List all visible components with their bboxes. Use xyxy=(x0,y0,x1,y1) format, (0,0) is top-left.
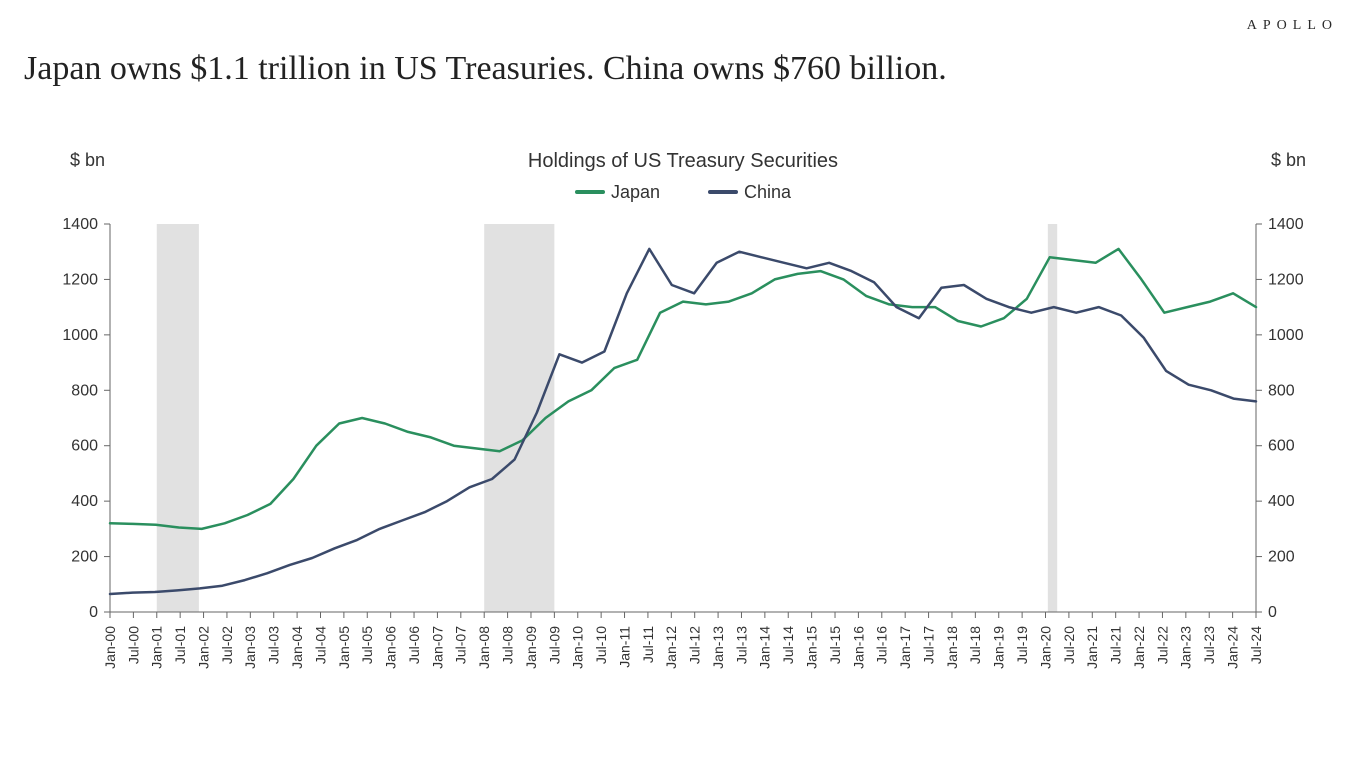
ytick-label-right: 1200 xyxy=(1268,271,1304,288)
page-root: APOLLO Japan owns $1.1 trillion in US Tr… xyxy=(0,0,1366,768)
xtick-label: Jul-18 xyxy=(967,626,983,664)
recession-band xyxy=(157,224,199,612)
plot-wrap: 0020020040040060060080080010001000120012… xyxy=(110,212,1256,632)
xtick-label: Jul-02 xyxy=(219,626,235,664)
xtick-label: Jan-20 xyxy=(1037,626,1053,669)
series-japan xyxy=(110,249,1256,529)
legend-label: Japan xyxy=(611,182,660,203)
xtick-label: Jan-24 xyxy=(1225,626,1241,669)
ytick-label-left: 1400 xyxy=(62,216,98,233)
ytick-label-right: 400 xyxy=(1268,493,1295,510)
brand-label: APOLLO xyxy=(1247,18,1338,34)
xtick-label: Jan-23 xyxy=(1178,626,1194,669)
ytick-label-right: 600 xyxy=(1268,438,1295,455)
xtick-label: Jul-08 xyxy=(499,626,515,664)
legend-item-china: China xyxy=(708,182,791,203)
xtick-label: Jan-08 xyxy=(476,626,492,669)
xtick-label: Jan-11 xyxy=(616,626,632,668)
chart-title: Holdings of US Treasury Securities xyxy=(40,150,1326,173)
plot-svg: 0020020040040060060080080010001000120012… xyxy=(110,212,1256,632)
xtick-label: Jul-07 xyxy=(453,626,469,664)
xtick-label: Jul-09 xyxy=(546,626,562,664)
xtick-label: Jul-14 xyxy=(780,626,796,664)
y-axis-unit-left: $ bn xyxy=(70,150,105,171)
ytick-label-left: 200 xyxy=(71,549,98,566)
xtick-label: Jan-15 xyxy=(804,626,820,669)
ytick-label-left: 800 xyxy=(71,382,98,399)
xtick-label: Jan-18 xyxy=(944,626,960,669)
ytick-label-right: 1000 xyxy=(1268,327,1304,344)
y-axis-unit-right: $ bn xyxy=(1271,150,1306,171)
xtick-label: Jan-07 xyxy=(429,626,445,669)
xtick-label: Jan-00 xyxy=(102,626,118,669)
legend-swatch xyxy=(708,190,738,194)
xtick-label: Jan-02 xyxy=(195,626,211,669)
ytick-label-right: 800 xyxy=(1268,382,1295,399)
xtick-label: Jul-22 xyxy=(1154,626,1170,664)
xtick-label: Jul-11 xyxy=(640,626,656,663)
xtick-label: Jan-04 xyxy=(289,626,305,669)
xtick-label: Jan-05 xyxy=(336,626,352,669)
xtick-label: Jan-03 xyxy=(242,626,258,669)
xtick-label: Jul-01 xyxy=(172,626,188,664)
ytick-label-left: 0 xyxy=(89,604,98,621)
ytick-label-right: 1400 xyxy=(1268,216,1304,233)
xtick-label: Jul-21 xyxy=(1108,626,1124,664)
xtick-label: Jul-17 xyxy=(920,626,936,664)
xtick-label: Jul-03 xyxy=(266,626,282,664)
xtick-label: Jan-22 xyxy=(1131,626,1147,669)
xtick-label: Jul-24 xyxy=(1248,626,1264,664)
ytick-label-left: 1000 xyxy=(62,327,98,344)
xtick-label: Jul-04 xyxy=(312,626,328,664)
xtick-label: Jul-10 xyxy=(593,626,609,664)
recession-band xyxy=(1048,224,1057,612)
ytick-label-left: 1200 xyxy=(62,271,98,288)
xtick-label: Jul-05 xyxy=(359,626,375,664)
ytick-label-right: 200 xyxy=(1268,549,1295,566)
ytick-label-left: 400 xyxy=(71,493,98,510)
xtick-label: Jul-00 xyxy=(125,626,141,664)
xtick-label: Jan-10 xyxy=(570,626,586,669)
chart-area: Holdings of US Treasury Securities Japan… xyxy=(40,150,1326,730)
xtick-label: Jan-06 xyxy=(383,626,399,669)
xtick-label: Jul-20 xyxy=(1061,626,1077,664)
xtick-label: Jul-15 xyxy=(827,626,843,664)
legend-swatch xyxy=(575,190,605,194)
xtick-label: Jan-14 xyxy=(757,626,773,669)
xtick-label: Jan-09 xyxy=(523,626,539,669)
ytick-label-right: 0 xyxy=(1268,604,1277,621)
xtick-label: Jan-17 xyxy=(897,626,913,669)
xtick-label: Jul-12 xyxy=(687,626,703,664)
xtick-label: Jan-13 xyxy=(710,626,726,669)
xtick-label: Jan-21 xyxy=(1084,626,1100,669)
xtick-label: Jan-12 xyxy=(663,626,679,669)
xtick-label: Jul-19 xyxy=(1014,626,1030,664)
legend-label: China xyxy=(744,182,791,203)
xtick-label: Jan-01 xyxy=(149,626,165,669)
xtick-label: Jul-23 xyxy=(1201,626,1217,664)
ytick-label-left: 600 xyxy=(71,438,98,455)
xtick-label: Jul-16 xyxy=(874,626,890,664)
xtick-label: Jul-13 xyxy=(733,626,749,664)
legend-item-japan: Japan xyxy=(575,182,660,203)
xtick-label: Jan-16 xyxy=(850,626,866,669)
xtick-label: Jul-06 xyxy=(406,626,422,664)
page-headline: Japan owns $1.1 trillion in US Treasurie… xyxy=(24,50,947,88)
xtick-label: Jan-19 xyxy=(991,626,1007,669)
chart-legend: Japan China xyxy=(40,178,1326,203)
